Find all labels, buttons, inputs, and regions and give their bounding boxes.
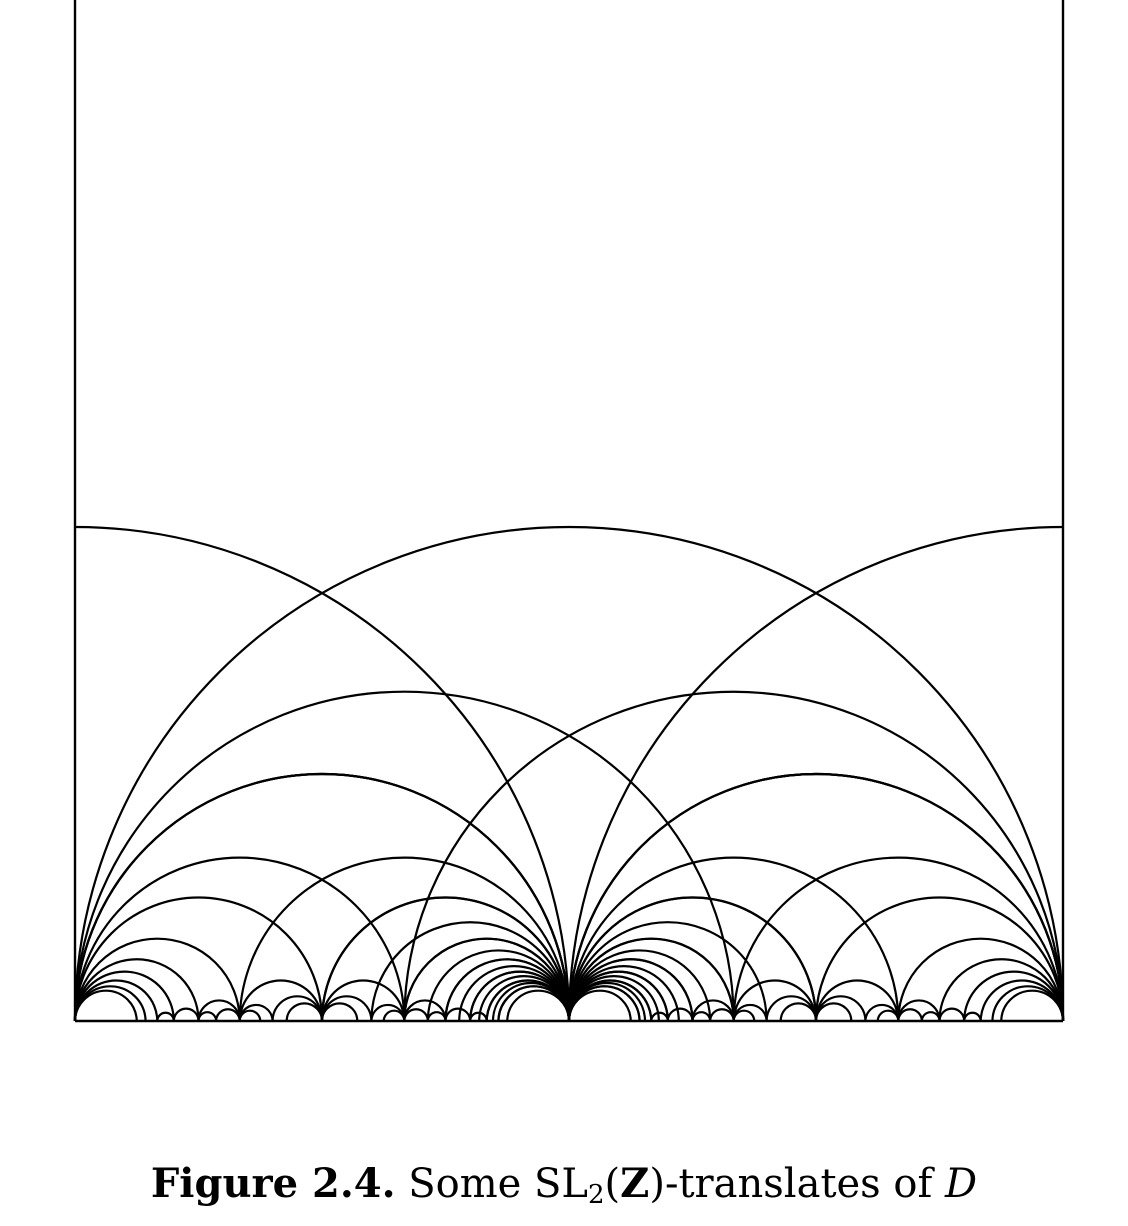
cusp-arc-left-5 [370, 921, 571, 1022]
cusp-arc-left-2 [73, 772, 571, 1022]
cusp-arc-left-4 [320, 896, 571, 1022]
farey-arc-85 [1000, 989, 1065, 1022]
farey-arc-68 [156, 1011, 175, 1022]
caption-subscript: 2 [587, 1180, 605, 1210]
farey-arc-58 [271, 995, 324, 1022]
farey-arc-44 [897, 937, 1065, 1022]
cusp-arc-left-14 [497, 985, 571, 1022]
farey-arc-35 [238, 979, 324, 1022]
farey-arc-45 [897, 999, 941, 1022]
farey-arc-55 [938, 1007, 966, 1022]
cusp-arc-left-3 [238, 856, 571, 1022]
caption-bold-z: Z [620, 1160, 650, 1207]
caption-text-before: Some SL [408, 1161, 588, 1207]
arc-centered-minus-one [74, 525, 571, 1022]
cusp-arc-right-14 [567, 985, 641, 1022]
farey-arc-49 [197, 1011, 218, 1022]
farey-arc-3 [73, 937, 241, 1022]
cusp-arc-left-6 [403, 937, 571, 1022]
farey-arc-66 [963, 1011, 982, 1022]
farey-arc-51 [444, 1007, 472, 1022]
caption-script-d: D [945, 1161, 978, 1207]
farey-arc-4 [73, 958, 200, 1022]
farey-arc-9 [567, 772, 1065, 1022]
farey-arc-82 [382, 1009, 406, 1022]
cusp-arc-right-3 [567, 856, 900, 1022]
farey-arc-31 [814, 979, 900, 1022]
cusp-arc-right-6 [567, 937, 735, 1022]
farey-arc-2 [73, 896, 324, 1022]
half-arc-left [73, 772, 571, 1022]
farey-arc-53 [691, 1011, 712, 1022]
farey-arc-79 [920, 1011, 941, 1022]
farey-arc-1 [73, 772, 571, 1022]
farey-arc-32 [814, 995, 867, 1022]
farey-arc-52 [691, 999, 735, 1022]
figure-caption: Figure 2.4. Some SL2(Z)-translates of D [0, 1160, 1128, 1210]
farey-arc-62 [666, 1007, 694, 1022]
tessellation-arcs [73, 525, 1065, 1022]
arc-left-third [73, 690, 735, 1022]
farey-arc-65 [963, 970, 1065, 1022]
farey-arc-28 [320, 995, 373, 1022]
arc-right-third [403, 690, 1065, 1022]
caption-paren-open: ( [604, 1161, 621, 1207]
cusp-arc-right-5 [567, 921, 768, 1022]
caption-text-after: )-translates of [649, 1161, 946, 1207]
figure-label: Figure 2.4. [150, 1160, 396, 1207]
half-arc-right [567, 772, 1065, 1022]
arc-right-small [732, 856, 1065, 1022]
farey-arc-5 [73, 970, 175, 1022]
farey-arc-43 [732, 1009, 756, 1022]
arc-centered-one [567, 525, 1064, 1022]
farey-arc-29 [320, 1002, 359, 1022]
farey-arc-74 [285, 1002, 324, 1022]
farey-arc-8 [73, 989, 138, 1022]
farey-arc-48 [197, 999, 241, 1022]
farey-arc-41 [732, 979, 818, 1022]
farey-arc-54 [938, 958, 1065, 1022]
farey-arc-27 [320, 979, 406, 1022]
cusp-arc-right-2 [567, 772, 1065, 1022]
fundamental-domain-tessellation [73, 0, 1065, 1023]
arc-left-small [73, 856, 406, 1022]
farey-arc-39 [403, 999, 447, 1022]
farey-arc-30 [814, 896, 1065, 1022]
unit-circle-arc [73, 525, 1065, 1022]
farey-arc-78 [779, 1002, 818, 1022]
farey-arc-57 [172, 1007, 200, 1022]
farey-arc-33 [814, 1002, 853, 1022]
farey-arc-84 [876, 1009, 900, 1022]
farey-arc-75 [426, 1011, 447, 1022]
farey-arc-37 [238, 1009, 262, 1022]
farey-arc-63 [765, 995, 818, 1022]
cusp-arc-right-4 [567, 896, 818, 1022]
